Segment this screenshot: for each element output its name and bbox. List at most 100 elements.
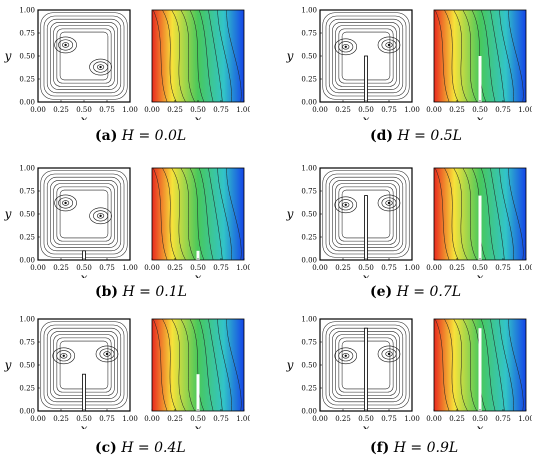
caption-label: (f) (370, 440, 390, 456)
caption-var: H (393, 440, 406, 456)
streamline-y-tick-label: 0.00 (301, 99, 317, 107)
isotherm (453, 318, 468, 412)
baffle (364, 195, 368, 261)
panel-a: 0.00 0.00 0.25 0.25 0.50 0.50 0.75 0.75 1.00 1.00… (0, 0, 252, 145)
vortex-streamline (377, 36, 401, 54)
streamline-x-tick-label: 0.00 (312, 264, 328, 272)
isotherm (444, 318, 459, 412)
vortex-streamline (103, 351, 111, 357)
baffle (196, 250, 200, 260)
isotherm (508, 318, 524, 412)
vortex-streamline (342, 353, 350, 359)
streamline-plot-frame (37, 167, 131, 261)
streamline-y-tick-label: 0.50 (301, 53, 317, 61)
isotherm (490, 318, 505, 412)
contour-x-tick-label: 0.50 (190, 264, 206, 272)
vortex-core (387, 352, 391, 356)
streamline-x-tick-label: 0.00 (30, 264, 46, 272)
isotherm (508, 9, 524, 103)
isotherm (171, 9, 186, 103)
isotherm (499, 9, 514, 103)
isotherm (453, 167, 468, 261)
caption-f: (f) H = 0.9L (370, 440, 458, 456)
figure-c: 0.000.000.250.250.500.500.750.751.001.00… (4, 316, 252, 437)
caption-c: (c) H = 0.4L (95, 440, 186, 456)
panel-e: 0.00 0.00 0.25 0.25 0.50 0.50 0.75 0.75 1.00 1.00… (282, 158, 534, 301)
contour-x-axis-label: x (195, 422, 202, 429)
isotherm (480, 9, 496, 103)
contour-x-tick-label: 1.00 (518, 415, 532, 423)
streamline-y-axis-label: y (286, 49, 294, 63)
streamline-x-tick-label: 0.50 (358, 415, 374, 423)
contour-plot-background (151, 9, 245, 103)
streamline-x-tick-label: 0.00 (30, 106, 46, 114)
streamline-y-tick-label: 0.25 (301, 234, 317, 242)
streamline-x-tick-label: 0.50 (358, 264, 374, 272)
streamline-y-tick-label: 0.75 (301, 188, 317, 196)
streamline-x-tick-label: 1.00 (122, 264, 138, 272)
vortex-core (344, 45, 347, 48)
streamline-y-tick-label: 0.75 (301, 30, 317, 38)
caption-a: (a) H = 0.0L (95, 128, 186, 144)
contour-x-tick-label: 1.00 (236, 415, 250, 423)
isotherm (462, 318, 478, 412)
vortex-core (99, 214, 102, 218)
isotherm (462, 9, 478, 103)
streamline-x-tick-label: 0.75 (381, 264, 397, 272)
isotherm (444, 9, 459, 103)
streamline-x-tick-label: 1.00 (122, 106, 138, 114)
streamline-y-tick-label: 0.50 (301, 211, 317, 219)
vortex-streamline (56, 350, 72, 362)
vortex-streamline (54, 36, 77, 54)
caption-var: H (396, 284, 409, 300)
vortex-streamline (385, 42, 393, 48)
isotherm (208, 9, 223, 103)
streamline-x-tick-label: 0.75 (381, 106, 397, 114)
streamline-y-tick-label: 0.50 (19, 211, 35, 219)
temperature-contours (433, 9, 527, 103)
caption-eq: = (139, 284, 151, 300)
streamline-x-tick-label: 0.25 (335, 106, 351, 114)
streamline (59, 189, 109, 239)
streamlines (319, 9, 413, 103)
isotherm (171, 318, 186, 412)
vortex-streamline (334, 196, 358, 214)
vortex-streamline (58, 197, 74, 209)
streamline-x-tick-label: 0.50 (358, 106, 374, 114)
contour-x-tick-label: 0.75 (213, 415, 229, 423)
vortex-streamline (96, 213, 105, 219)
contour-x-tick-label: 0.50 (190, 106, 206, 114)
caption-var: H (122, 284, 135, 300)
isotherm (480, 167, 496, 261)
vortex-streamline (54, 194, 77, 212)
isotherm (162, 167, 177, 261)
streamline-y-tick-label: 0.00 (19, 257, 35, 265)
caption-value: 0.1L (155, 284, 187, 300)
streamline-y-tick-label: 0.50 (301, 362, 317, 370)
contour-x-axis-label: x (195, 113, 202, 120)
temperature-contours (433, 318, 527, 412)
streamline-x-tick-label: 0.75 (99, 415, 115, 423)
streamlines (319, 318, 413, 412)
isotherm (453, 9, 468, 103)
isotherm (499, 167, 514, 261)
contour-x-tick-label: 0.00 (426, 264, 442, 272)
contour-x-tick-label: 0.00 (426, 415, 442, 423)
streamline (46, 18, 122, 94)
isotherm (217, 9, 232, 103)
isotherm (462, 167, 478, 261)
isotherm (490, 167, 505, 261)
isotherm (226, 318, 242, 412)
streamline-x-tick-label: 0.75 (99, 264, 115, 272)
streamline (53, 183, 115, 245)
isotherm (189, 318, 205, 412)
streamline-x-tick-label: 0.25 (53, 415, 69, 423)
contour-x-tick-label: 1.00 (518, 264, 532, 272)
contour-x-tick-label: 0.00 (426, 106, 442, 114)
streamline-x-tick-label: 0.50 (76, 415, 92, 423)
caption-b: (b) H = 0.1L (95, 284, 187, 300)
caption-eq: = (137, 440, 150, 456)
isotherm (162, 9, 177, 103)
streamline (40, 12, 128, 100)
isotherm (217, 318, 232, 412)
